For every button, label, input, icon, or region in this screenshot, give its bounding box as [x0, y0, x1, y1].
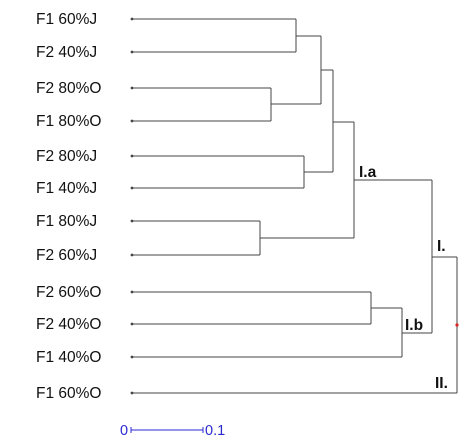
clade-label-ii: II.: [435, 375, 448, 392]
leaf-label-f1-40-j: F1 40%J: [36, 180, 97, 197]
scale-bar: 0 0.1: [120, 423, 225, 439]
leaf-labels: F1 60%J F2 40%J F2 80%O F1 80%O F2 80%J …: [36, 11, 101, 402]
scale-bar-end-label: 0.1: [205, 423, 225, 439]
leaf-label-f2-60-j: F2 60%J: [36, 247, 97, 264]
clade-label-ib: I.b: [405, 317, 423, 334]
scale-bar-start-label: 0: [120, 423, 128, 439]
branch-clade-ia: [260, 121, 355, 239]
leaf-label-f1-80-o: F1 80%O: [36, 113, 101, 130]
branch-f2-80-o-f1-80-o: [132, 87, 272, 122]
leaf-label-f2-40-o: F2 40%O: [36, 316, 101, 333]
leaf-label-f2-80-o: F2 80%O: [36, 80, 101, 97]
leaf-label-f1-40-o: F1 40%O: [36, 349, 101, 366]
branch-f1-80-j-f2-60-j: [132, 220, 261, 256]
branch-f2-80-j-f1-40-j: [132, 155, 305, 189]
leaf-label-f2-60-o: F2 60%O: [36, 284, 101, 301]
root-marker: [455, 323, 459, 327]
branch-mixed-group: [304, 69, 334, 173]
leaf-label-f2-80-j: F2 80%J: [36, 148, 97, 165]
branch-f1-60-j-f2-40-j: [132, 18, 297, 53]
leaf-tips: [130, 17, 134, 395]
clade-label-i: I.: [437, 238, 446, 255]
clade-label-ia: I.a: [359, 164, 377, 181]
leaf-label-f1-60-j: F1 60%J: [36, 11, 97, 28]
tree-branches: [132, 18, 458, 394]
branch-clade-ib: [132, 307, 403, 358]
leaf-label-f1-80-j: F1 80%J: [36, 213, 97, 230]
branch-clade-i: [354, 179, 433, 334]
branch-f2-60-o-f2-40-o: [132, 291, 372, 325]
clade-labels: I.a I.b I. II.: [359, 164, 448, 392]
leaf-label-f2-40-j: F2 40%J: [36, 44, 97, 61]
leaf-label-f1-60-o: F1 60%O: [36, 385, 101, 402]
